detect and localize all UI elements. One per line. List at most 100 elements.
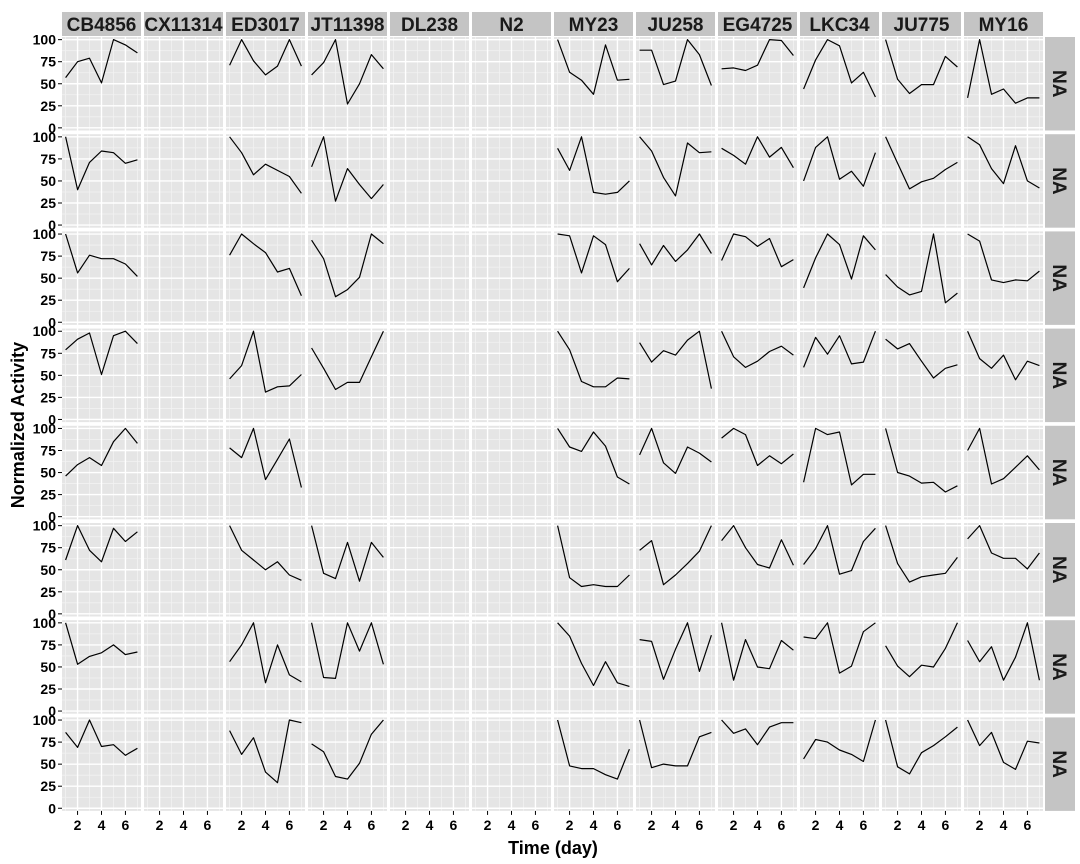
series-line-ed3017-row-5 — [229, 427, 302, 488]
series-line-my23-row-1 — [557, 39, 630, 95]
y-tick-label: 0 — [48, 314, 56, 330]
column-strip-ed3017 — [226, 12, 305, 36]
x-tick-label: 4 — [672, 817, 680, 833]
column-strip-cb4856 — [62, 12, 141, 36]
series-line-eg4725-row-3 — [721, 233, 794, 268]
y-tick-label: 25 — [40, 98, 56, 114]
series-line-ed3017-row-3 — [229, 233, 302, 297]
series-line-lkc34-row-8 — [803, 719, 876, 763]
row-strip-label: NA — [1048, 653, 1069, 681]
y-tick-label: 50 — [40, 173, 56, 189]
series-line-lkc34-row-4 — [803, 330, 876, 368]
series-line-my23-row-3 — [557, 233, 630, 283]
x-tick-label: 6 — [696, 817, 704, 833]
x-tick-label: 2 — [976, 817, 984, 833]
row-strip-7 — [1045, 620, 1075, 714]
series-line-ju258-row-6 — [639, 525, 712, 586]
row-strip-5 — [1045, 425, 1075, 520]
column-strip-cx11314 — [144, 12, 223, 36]
x-tick-label: 6 — [942, 817, 950, 833]
x-tick-label: 6 — [204, 817, 212, 833]
row-strip-label: NA — [1048, 264, 1069, 292]
y-tick-label: 0 — [48, 509, 56, 525]
series-line-my23-row-7 — [557, 622, 630, 687]
series-line-jt11398-row-3 — [311, 233, 384, 298]
x-tick-label: 2 — [74, 817, 82, 833]
y-tick-label: 100 — [33, 32, 57, 48]
y-tick-label: 100 — [33, 129, 57, 145]
series-line-ed3017-row-8 — [229, 719, 302, 784]
series-line-ju258-row-8 — [639, 719, 712, 769]
series-line-eg4725-row-2 — [721, 136, 794, 169]
column-strip-label: EG4725 — [723, 15, 793, 36]
series-line-my23-row-6 — [557, 525, 630, 588]
column-strip-label: MY16 — [979, 15, 1029, 36]
column-strip-label: LKC34 — [809, 15, 870, 36]
y-tick-label: 75 — [40, 151, 56, 167]
x-tick-label: 6 — [860, 817, 868, 833]
series-line-ju775-row-5 — [885, 428, 958, 493]
x-tick-label: 4 — [1000, 817, 1008, 833]
y-tick-label: 100 — [33, 518, 57, 534]
column-strip-ju775 — [882, 12, 961, 36]
y-tick-label: 75 — [40, 734, 56, 750]
series-line-cb4856-row-7 — [65, 622, 138, 665]
x-tick-label: 4 — [918, 817, 926, 833]
y-tick-label: 50 — [40, 465, 56, 481]
column-strip-n2 — [472, 12, 551, 36]
series-line-ju775-row-7 — [885, 622, 958, 678]
series-line-eg4725-row-7 — [721, 622, 794, 681]
y-tick-label: 25 — [40, 389, 56, 405]
x-tick-label: 6 — [450, 817, 458, 833]
y-tick-label: 25 — [40, 584, 56, 600]
x-tick-label: 6 — [122, 817, 130, 833]
x-tick-label: 2 — [484, 817, 492, 833]
x-tick-label: 2 — [566, 817, 574, 833]
series-line-my16-row-1 — [967, 38, 1040, 104]
column-strip-jt11398 — [308, 12, 387, 36]
x-tick-label: 4 — [508, 817, 516, 833]
series-line-my23-row-8 — [557, 719, 630, 780]
series-line-ju775-row-3 — [885, 233, 958, 304]
axes-layer: 0255075100025507510002550751000255075100… — [33, 32, 1032, 833]
row-strip-label: NA — [1048, 459, 1069, 487]
series-line-my16-row-2 — [967, 136, 1040, 189]
y-tick-label: 0 — [48, 411, 56, 427]
series-line-jt11398-row-1 — [311, 38, 384, 105]
y-tick-label: 0 — [48, 703, 56, 719]
column-strip-dl238 — [390, 12, 469, 36]
y-tick-label: 100 — [33, 712, 57, 728]
x-tick-label: 4 — [754, 817, 762, 833]
series-line-ju775-row-2 — [885, 136, 958, 190]
series-line-lkc34-row-5 — [803, 427, 876, 486]
series-line-ed3017-row-1 — [229, 38, 302, 76]
series-line-jt11398-row-6 — [311, 525, 384, 582]
series-line-eg4725-row-6 — [721, 524, 794, 569]
series-line-ju258-row-5 — [639, 427, 712, 474]
x-tick-label: 4 — [262, 817, 270, 833]
series-line-eg4725-row-5 — [721, 427, 794, 467]
series-line-lkc34-row-6 — [803, 524, 876, 575]
series-line-lkc34-row-1 — [803, 38, 876, 98]
x-tick-label: 2 — [648, 817, 656, 833]
series-line-ju258-row-4 — [639, 330, 712, 389]
series-line-ju258-row-3 — [639, 233, 712, 266]
series-line-eg4725-row-1 — [721, 38, 794, 72]
series-line-jt11398-row-2 — [311, 136, 384, 202]
y-tick-label: 50 — [40, 367, 56, 383]
column-strip-label: MY23 — [569, 15, 619, 36]
y-tick-label: 50 — [40, 659, 56, 675]
y-tick-label: 75 — [40, 248, 56, 264]
x-tick-label: 6 — [532, 817, 540, 833]
y-tick-label: 0 — [48, 120, 56, 136]
y-tick-label: 100 — [33, 420, 57, 436]
series-line-cb4856-row-2 — [65, 136, 138, 191]
series-line-ed3017-row-4 — [229, 330, 302, 393]
column-strip-label: JU258 — [648, 15, 704, 36]
column-strip-label: DL238 — [401, 15, 458, 36]
y-tick-label: 25 — [40, 195, 56, 211]
series-line-jt11398-row-4 — [311, 330, 384, 391]
column-strip-my23 — [554, 12, 633, 36]
series-line-jt11398-row-7 — [311, 622, 384, 680]
x-axis-title: Time (day) — [508, 838, 598, 858]
